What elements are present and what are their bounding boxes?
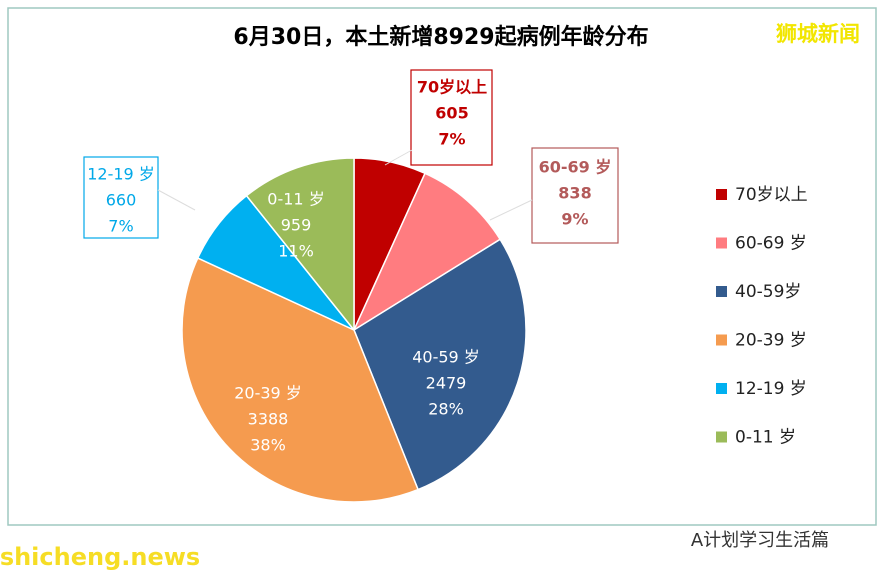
data-label-category: 12-19 岁 — [87, 165, 155, 184]
data-label-category: 20-39 岁 — [234, 384, 302, 403]
pie-slice — [353, 238, 527, 491]
data-label-value: 838 — [558, 184, 591, 203]
data-label-percent: 7% — [108, 217, 133, 236]
pie-slice — [352, 172, 502, 332]
data-label-category: 40-59 岁 — [412, 348, 480, 367]
label-box — [83, 156, 159, 239]
legend-label: 60-69 岁 — [735, 234, 807, 254]
legend-swatch — [716, 383, 727, 394]
data-label-percent: 9% — [561, 210, 588, 229]
data-label-category: 60-69 岁 — [539, 158, 612, 177]
legend-swatch — [716, 286, 727, 297]
label-box — [410, 69, 493, 166]
data-label-value: 959 — [281, 216, 312, 235]
data-label-category: 70岁以上 — [417, 78, 487, 97]
chart-title: 6月30日，本土新增8929起病例年龄分布 — [233, 24, 648, 50]
watermark: 狮城新闻 — [776, 22, 860, 46]
leader-line — [489, 199, 533, 221]
data-label-percent: 28% — [428, 400, 464, 419]
legend-swatch — [716, 334, 727, 346]
leader-line — [157, 189, 196, 211]
site-watermark: shicheng.news — [0, 543, 200, 571]
label-box — [531, 147, 619, 244]
data-label-percent: 7% — [438, 130, 465, 149]
leader-line — [384, 149, 413, 166]
legend-label: 12-19 岁 — [735, 379, 807, 399]
data-label-value: 3388 — [248, 410, 289, 429]
data-label-value: 605 — [435, 104, 468, 123]
data-label-percent: 38% — [250, 436, 286, 455]
legend-swatch — [716, 237, 727, 249]
legend-label: 40-59岁 — [735, 282, 801, 302]
data-label-value: 660 — [106, 191, 137, 210]
pie-slice — [181, 257, 420, 503]
legend-swatch — [716, 189, 727, 200]
data-label-category: 0-11 岁 — [267, 190, 324, 209]
data-label-value: 2479 — [426, 374, 467, 393]
legend-label: 70岁以上 — [735, 185, 808, 205]
pie-slice — [245, 157, 355, 333]
account-name: A计划学习生活篇 — [691, 530, 829, 551]
legend-label: 0-11 岁 — [735, 428, 796, 448]
data-label-percent: 11% — [278, 242, 314, 261]
legend-label: 20-39 岁 — [735, 331, 807, 351]
legend-swatch — [716, 431, 727, 443]
